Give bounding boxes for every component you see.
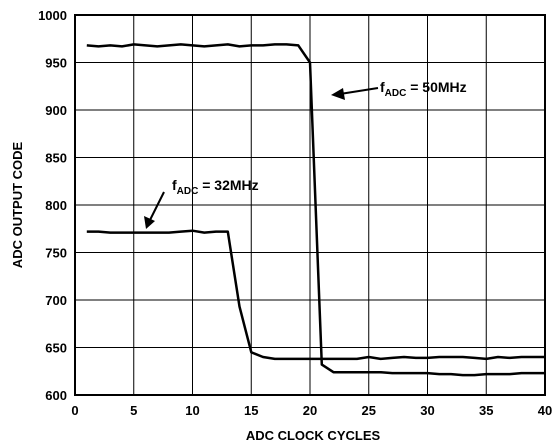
annotation-50mhz-sub: ADC	[385, 88, 407, 99]
annotation-label-50mhz: fADC = 50MHz	[380, 79, 467, 99]
x-axis-title: ADC CLOCK CYCLES	[246, 428, 381, 443]
x-tick-label: 5	[130, 403, 137, 418]
series-line-32mhz	[86, 229, 545, 361]
x-tick-label: 10	[185, 403, 199, 418]
y-tick-label: 950	[45, 56, 67, 71]
x-tick-label: 25	[362, 403, 376, 418]
annotation-32mhz-sub: ADC	[177, 186, 199, 197]
y-tick-label: 650	[45, 341, 67, 356]
x-tick-label: 35	[479, 403, 493, 418]
annotation-32mhz-rest: = 32MHz	[198, 177, 258, 193]
annotation-32mhz-f: f	[172, 177, 177, 193]
y-tick-label: 900	[45, 103, 67, 118]
x-tick-label: 15	[244, 403, 258, 418]
y-tick-label: 750	[45, 246, 67, 261]
annotation-50mhz-rest: = 50MHz	[406, 79, 466, 95]
y-tick-label: 700	[45, 293, 67, 308]
annotation-50mhz: fADC = 50MHz	[331, 79, 467, 100]
annotation-arrow-50mhz	[339, 87, 379, 95]
y-tick-label: 850	[45, 151, 67, 166]
y-tick-labels: 600 650 700 750 800 850 900 950 1000	[38, 8, 67, 403]
arrowhead-32mhz-icon	[144, 216, 155, 229]
series-lines	[86, 43, 545, 377]
y-tick-label: 1000	[38, 8, 67, 23]
x-tick-label: 40	[538, 403, 552, 418]
y-tick-label: 800	[45, 198, 67, 213]
arrowhead-50mhz-icon	[331, 88, 345, 100]
x-tick-labels: 0 5 10 15 20 25 30 35 40	[71, 403, 552, 418]
x-tick-label: 20	[303, 403, 317, 418]
annotation-32mhz: fADC = 32MHz	[144, 177, 259, 229]
plot-frame	[74, 14, 546, 396]
y-tick-label: 600	[45, 388, 67, 403]
x-tick-label: 30	[420, 403, 434, 418]
annotation-label-32mhz: fADC = 32MHz	[172, 177, 259, 197]
annotation-50mhz-f: f	[380, 79, 385, 95]
y-axis-title: ADC OUTPUT CODE	[10, 141, 25, 268]
series-line-50mhz	[86, 43, 545, 377]
x-tick-label: 0	[71, 403, 78, 418]
annotation-arrow-32mhz	[149, 191, 165, 221]
